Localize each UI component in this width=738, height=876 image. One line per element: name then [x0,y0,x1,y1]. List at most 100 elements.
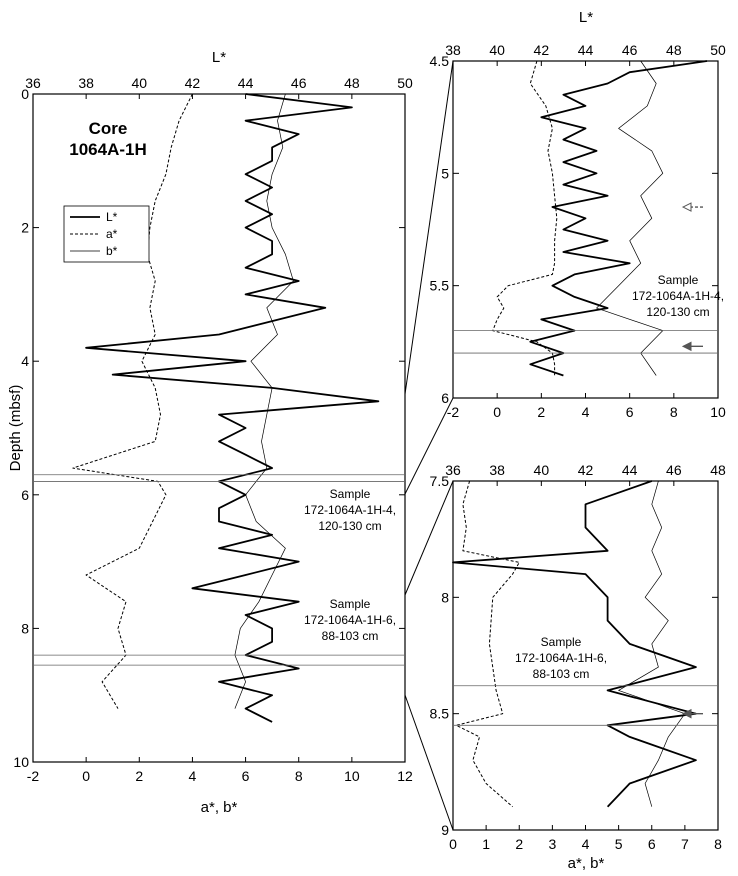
inset-upper-bottom-tick-label: 0 [493,404,501,420]
main-top-axis-label: L* [212,49,226,66]
inset-upper-series-bstar [596,60,664,376]
main-top-tick-label: 50 [397,75,413,91]
inset-upper-panel: 38 40 42 44 46 48 50-2 0 2 4 6 8 104.555.56 L* Sampl… [430,9,726,420]
main-y-axis-label: Depth (mbsf) [7,385,24,472]
main-annotation-sample-2: Sample 172-1064A-1H-6, 88-103 cm [304,597,396,643]
inset-lower-y-tick-label: 8.5 [430,706,450,722]
legend-box [63,205,150,263]
inset-upper-sample-lines [453,330,718,354]
main-top-tick-label: 46 [291,75,307,91]
inset-upper-arrows [681,202,703,352]
main-bottom-tick-label: 8 [295,768,303,784]
main-top-tick-label: 48 [344,75,360,91]
inset-lower-y-tick-label: 9 [441,822,449,838]
inset-upper-bottom-tick-label: 4 [582,404,590,420]
main-y-tick-label: 10 [13,754,29,770]
legend-label-bstar: b* [106,244,118,258]
inset-upper-ticks: 38 40 42 44 46 48 50-2 0 2 4 6 8 104.555.56 [430,42,726,420]
inset-lower-ticks: 36 38 40 42 44 46 48 0 1 2 3 4 5 6 7 8 7.5 8 8.5 9 [430,462,726,852]
main-series-bstar [234,93,294,709]
main-annotation-2-line-3: 88-103 cm [322,629,379,643]
inset-upper-top-tick-label: 40 [489,42,505,58]
inset-upper-frame [452,60,719,399]
legend-label-astar: a* [106,227,118,241]
inset-upper-series-astar [492,60,558,376]
main-top-tick-label: 36 [25,75,41,91]
main-y-tick-label: 4 [21,353,29,369]
inset-upper-annotation-line-3: 120-130 cm [646,305,709,319]
inset-upper-y-tick-label: 4.5 [430,53,450,69]
main-bottom-tick-label: 4 [189,768,197,784]
inset-lower-top-tick-label: 44 [622,462,638,478]
inset-lower-y-tick-label: 7.5 [430,473,450,489]
inset-lower-top-tick-label: 46 [666,462,682,478]
inset-upper-bottom-tick-label: 2 [537,404,545,420]
main-bottom-tick-label: 2 [135,768,143,784]
inset-upper-top-tick-label: 42 [534,42,550,58]
main-sample-lines [33,474,405,666]
inset-upper-top-tick-label: 46 [622,42,638,58]
inset-lower-top-tick-label: 40 [534,462,550,478]
connector-upper-bottom [404,397,454,495]
inset-lower-bottom-tick-label: 8 [714,836,722,852]
inset-lower-annotation-line-2: 172-1064A-1H-6, [515,651,607,665]
inset-lower-bottom-tick-label: 6 [648,836,656,852]
main-bottom-axis-label: a*, b* [201,799,238,816]
connector-lower-bottom [404,694,454,831]
inset-upper-annotation: Sample 172-1064A-1H-4, 120-130 cm [632,273,724,319]
inset-upper-annotation-line-2: 172-1064A-1H-4, [632,289,724,303]
main-annotation-sample-1: Sample 172-1064A-1H-4, 120-130 cm [304,487,396,533]
inset-upper-bottom-tick-label: 10 [710,404,726,420]
inset-lower-series-Lstar [452,480,697,808]
inset-lower-bottom-tick-label: 4 [582,836,590,852]
main-y-tick-label: 0 [21,86,29,102]
inset-lower-annotation: Sample 172-1064A-1H-6, 88-103 cm [515,635,607,681]
main-bottom-tick-label: 0 [82,768,90,784]
inset-lower-arrow-0 [681,708,703,719]
inset-connectors [404,60,454,831]
inset-upper-bottom-tick-label: 8 [670,404,678,420]
inset-upper-annotation-line-1: Sample [658,273,699,287]
inset-lower-top-tick-label: 36 [445,462,461,478]
inset-upper-top-tick-label: 44 [578,42,594,58]
inset-lower-bottom-tick-label: 5 [615,836,623,852]
inset-lower-series-bstar [618,480,686,807]
core-label-line-1: Core [89,119,128,138]
main-series-layer [72,93,380,723]
inset-upper-y-tick-label: 5.5 [430,278,450,294]
main-top-tick-label: 44 [238,75,254,91]
main-y-tick-label: 6 [21,487,29,503]
inset-upper-y-tick-label: 6 [441,390,449,406]
inset-lower-top-tick-label: 42 [578,462,594,478]
inset-upper-series-Lstar [529,60,708,377]
main-plot-frame [32,93,406,763]
main-top-tick-label: 40 [131,75,147,91]
inset-lower-arrows [681,708,703,719]
main-annotation-2-line-1: Sample [330,597,371,611]
core-label-line-2: 1064A-1H [69,140,147,159]
inset-lower-bottom-tick-label: 3 [548,836,556,852]
inset-upper-series-layer [492,60,708,377]
inset-lower-top-tick-label: 48 [710,462,726,478]
main-y-tick-label: 2 [21,220,29,236]
legend-label-lstar: L* [106,210,118,224]
inset-lower-top-tick-label: 38 [489,462,505,478]
main-bottom-tick-label: 10 [344,768,360,784]
inset-lower-bottom-tick-label: 7 [681,836,689,852]
inset-lower-y-tick-label: 8 [441,589,449,605]
inset-upper-top-tick-label: 38 [445,42,461,58]
main-annotation-1-line-2: 172-1064A-1H-4, [304,503,396,517]
inset-lower-bottom-tick-label: 0 [449,836,457,852]
legend: L* a* b* [63,205,150,263]
inset-lower-series-layer [452,480,697,808]
inset-lower-bottom-tick-label: 1 [482,836,490,852]
inset-upper-bottom-tick-label: 6 [626,404,634,420]
connector-upper-top [404,60,454,395]
main-bottom-tick-label: 6 [242,768,250,784]
inset-upper-top-tick-label: 48 [666,42,682,58]
main-bottom-tick-label: -2 [27,768,40,784]
inset-lower-annotation-line-3: 88-103 cm [533,667,590,681]
main-annotation-1-line-1: Sample [330,487,371,501]
